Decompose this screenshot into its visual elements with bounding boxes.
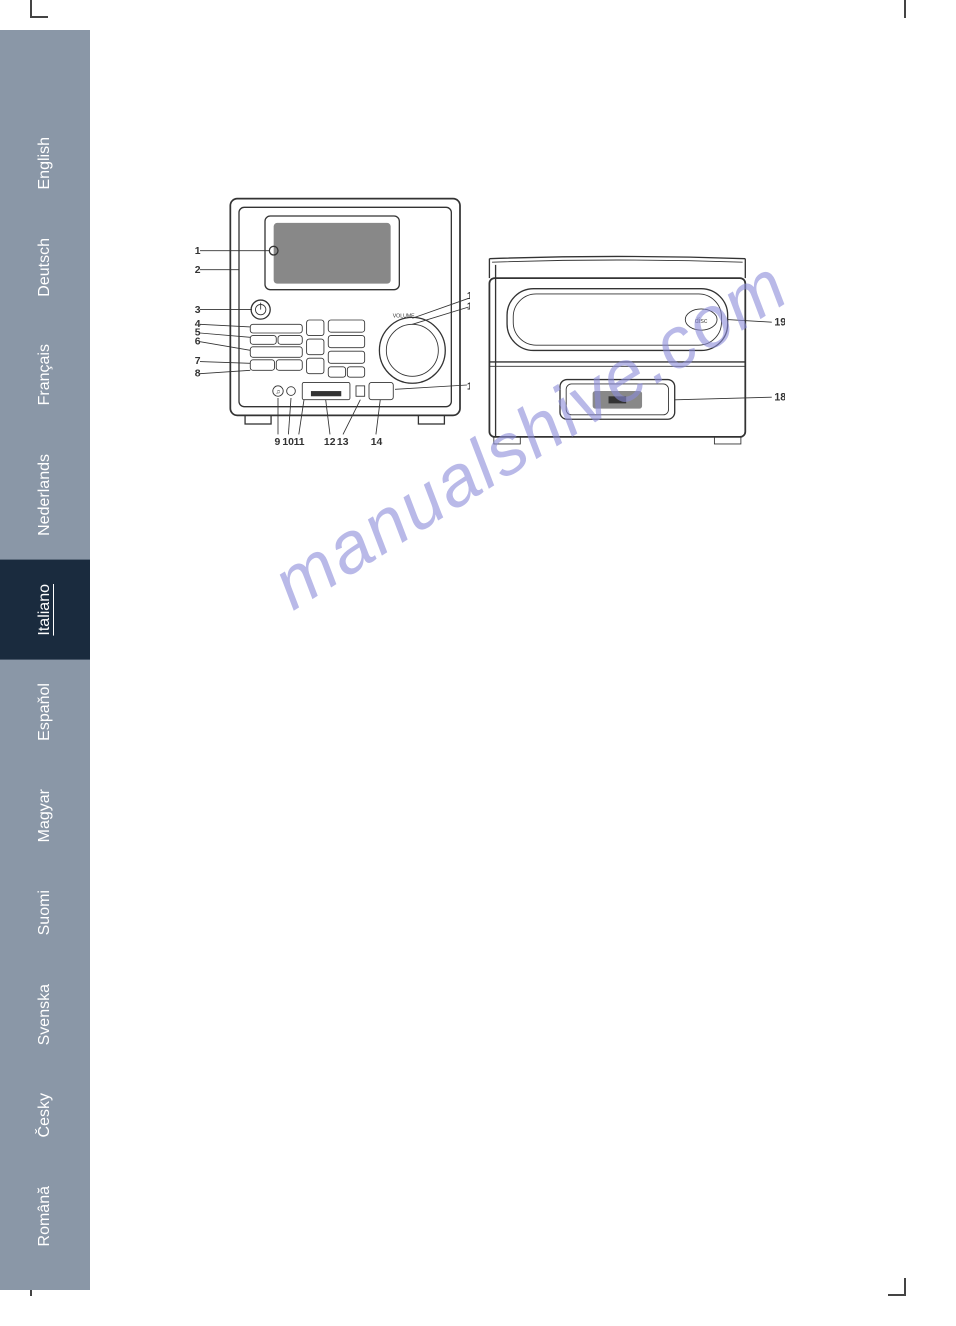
svg-text:18: 18 — [774, 392, 785, 404]
svg-text:15: 15 — [467, 381, 470, 392]
crop-mark-tr — [904, 0, 906, 18]
crop-mark-tl-h — [30, 16, 48, 18]
lang-tab-italiano[interactable]: Italiano — [0, 560, 90, 660]
lang-tab-svenska[interactable]: Svenska — [0, 960, 90, 1069]
lang-tab-espanol[interactable]: Espaňol — [0, 659, 90, 765]
svg-text:17: 17 — [467, 291, 470, 302]
crop-mark-br-h — [888, 1294, 906, 1296]
lang-tab-english[interactable]: English — [0, 113, 90, 213]
product-diagram: VOLUME ♫ 1 2 3 4 5 6 7 8 9 — [150, 190, 810, 490]
device-top-view: disc 19 18 — [485, 245, 785, 470]
svg-text:16: 16 — [467, 302, 470, 313]
lang-tab-magyar[interactable]: Magyar — [0, 765, 90, 866]
svg-text:2: 2 — [195, 265, 201, 276]
svg-text:12: 12 — [324, 437, 336, 448]
svg-text:14: 14 — [371, 437, 383, 448]
svg-text:13: 13 — [337, 437, 349, 448]
svg-text:11: 11 — [294, 437, 305, 448]
svg-text:3: 3 — [195, 305, 201, 316]
svg-text:8: 8 — [195, 368, 201, 379]
svg-text:9: 9 — [275, 437, 281, 448]
lang-tab-romana[interactable]: Română — [0, 1162, 90, 1270]
svg-text:disc: disc — [695, 318, 708, 325]
svg-text:1: 1 — [195, 246, 201, 257]
svg-text:6: 6 — [195, 336, 201, 347]
language-sidebar: Română Česky Svenska Suomi Magyar Espaňo… — [0, 30, 90, 1290]
lang-tab-deutsch[interactable]: Deutsch — [0, 214, 90, 321]
lang-tab-cesky[interactable]: Česky — [0, 1069, 90, 1161]
lang-tab-nederlands[interactable]: Nederlands — [0, 430, 90, 560]
svg-text:♫: ♫ — [276, 390, 281, 396]
lang-tab-francais[interactable]: Français — [0, 320, 90, 429]
device-front-view: VOLUME ♫ 1 2 3 4 5 6 7 8 9 — [190, 190, 470, 450]
svg-text:10: 10 — [282, 437, 294, 448]
svg-text:7: 7 — [195, 356, 201, 367]
lang-tab-suomi[interactable]: Suomi — [0, 866, 90, 959]
svg-text:19: 19 — [774, 317, 785, 329]
